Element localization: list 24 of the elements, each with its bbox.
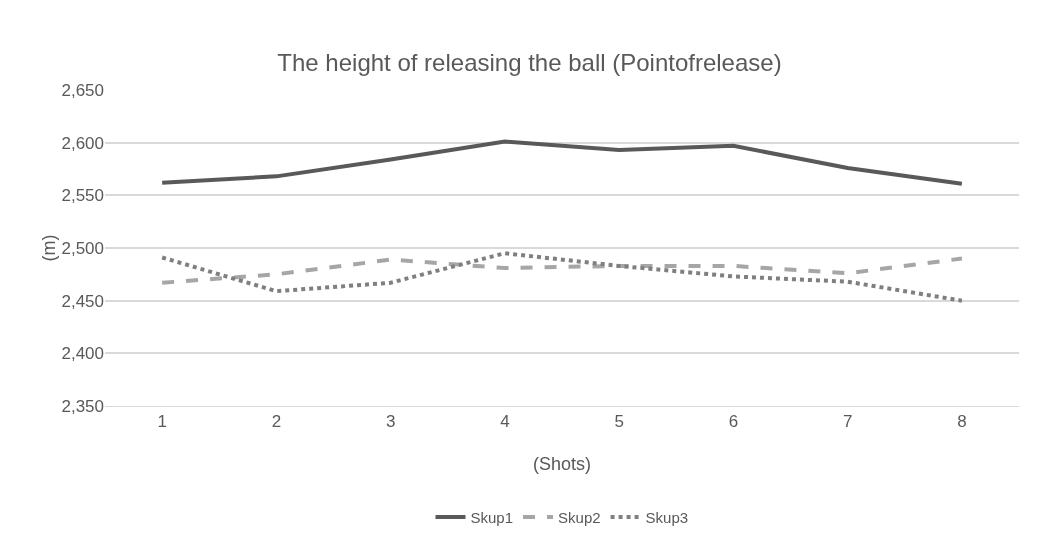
legend-label: Skup2 <box>558 508 601 526</box>
x-tick-label: 6 <box>728 412 739 432</box>
x-tick-label: 5 <box>614 412 624 432</box>
x-tick-label: 7 <box>842 412 853 432</box>
y-axis-title: (m) <box>39 234 60 262</box>
y-tick-label: 2,550 <box>61 186 104 206</box>
line-series <box>160 139 964 186</box>
x-tick-label: 1 <box>157 412 167 432</box>
x-tick-label: 3 <box>385 412 396 432</box>
line-series <box>160 251 964 303</box>
x-tick-label: 4 <box>500 412 510 432</box>
legend-label: Skup3 <box>645 508 689 526</box>
y-tick-label: 2,600 <box>61 133 104 153</box>
y-tick-label: 2,400 <box>61 344 104 364</box>
x-tick-label: 2 <box>271 412 282 432</box>
legend-label: Skup1 <box>470 508 514 526</box>
line-series <box>160 256 964 285</box>
chart-title: The height of releasing the ball (Pointofrelease) <box>277 49 782 77</box>
x-tick-label: 8 <box>957 412 967 432</box>
y-tick-label: 2,450 <box>61 291 104 311</box>
y-tick-label: 2,350 <box>61 396 104 416</box>
x-axis-title: (Shots) <box>532 454 592 474</box>
y-tick-label: 2,650 <box>61 80 104 100</box>
y-tick-label: 2,500 <box>61 238 104 258</box>
